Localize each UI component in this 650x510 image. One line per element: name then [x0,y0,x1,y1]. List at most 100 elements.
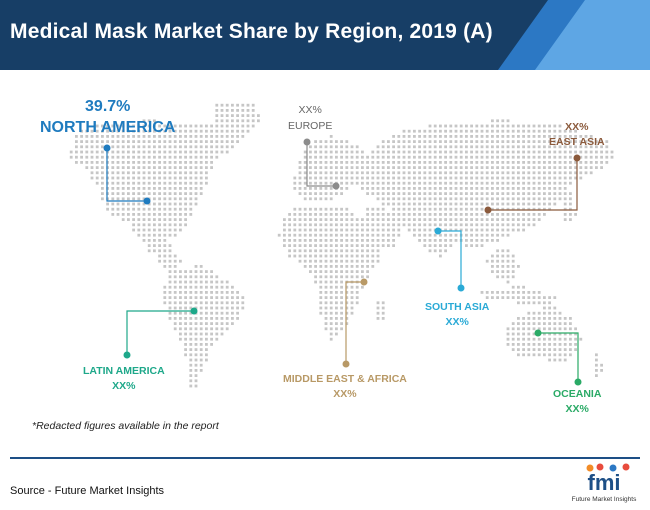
map-dot [142,171,146,175]
map-dot [543,296,546,299]
map-dot [506,124,510,128]
map-dot [137,166,141,169]
map-dot [340,187,343,190]
map-dot [418,166,421,169]
map-dot [371,181,375,185]
map-dot [522,202,525,206]
map-dot [470,166,473,169]
map-dot [319,218,323,221]
map-dot [210,343,213,346]
map-dot [283,228,286,232]
map-dot [163,171,167,175]
map-dot [532,348,536,351]
map-dot [397,233,401,237]
map-dot [168,145,172,149]
map-dot [371,161,375,164]
map-dot [329,197,333,201]
map-dot [80,145,83,149]
map-dot [355,166,359,169]
map-dot [449,161,453,164]
map-dot [522,353,525,357]
map-dot [433,176,437,180]
map-dot [329,332,333,336]
map-dot [168,213,172,216]
map-dot [480,155,484,159]
map-dot [491,259,494,263]
map-dot [335,140,338,143]
map-dot [199,145,203,149]
map-dot [475,213,479,216]
map-dot [527,223,531,227]
map-dot [179,213,182,216]
map-dot [324,187,328,190]
map-dot [449,166,453,169]
map-dot [184,202,187,206]
map-dot [423,171,427,175]
oceania-leader-line [538,332,579,382]
map-dot [402,171,406,175]
map-dot [335,192,338,195]
map-dot [147,119,151,123]
map-dot [595,358,598,362]
map-dot [418,171,421,175]
map-dot [532,192,536,195]
map-dot [184,161,187,164]
map-dot [231,124,234,128]
map-dot [444,161,447,164]
map-dot [470,202,473,206]
map-dot [85,140,89,143]
map-dot [241,109,245,112]
map-dot [210,322,213,325]
map-dot [153,228,156,232]
map-dot [439,213,442,216]
map-dot [480,181,484,185]
map-dot [194,197,198,201]
map-dot [303,218,307,221]
map-dot [522,145,525,149]
map-dot [444,244,447,247]
map-dot [168,161,172,164]
map-dot [173,254,177,258]
map-dot [132,171,135,175]
map-dot [319,311,323,315]
map-dot [298,166,302,169]
map-dot [220,124,224,128]
map-dot [407,218,411,221]
map-dot [231,114,234,117]
map-dot [522,197,525,201]
map-dot [215,140,219,143]
map-dot [589,135,593,138]
map-dot [90,135,94,138]
map-dot [246,129,250,133]
map-dot [537,301,541,305]
map-dot [340,327,343,331]
map-dot [184,332,187,336]
map-dot [537,296,541,299]
map-dot [361,176,364,180]
map-dot [361,181,364,185]
map-dot [366,270,369,273]
map-dot [184,311,187,315]
map-dot [215,301,219,305]
map-dot [158,187,161,190]
map-dot [465,244,468,247]
map-dot [163,150,167,154]
map-dot [199,171,203,175]
map-dot [210,332,213,336]
map-dot [532,202,536,206]
map-dot [470,218,473,221]
map-dot [137,135,141,138]
map-dot [163,145,167,149]
map-dot [381,311,385,315]
map-dot [491,161,494,164]
page-title: Medical Mask Market Share by Region, 201… [10,20,493,43]
map-dot [288,213,291,216]
map-dot [376,176,380,180]
map-dot [189,171,193,175]
map-dot [491,218,494,221]
map-dot [397,166,401,169]
map-dot [475,124,479,128]
map-dot [231,317,234,320]
map-dot [579,145,583,149]
map-dot [501,291,505,294]
